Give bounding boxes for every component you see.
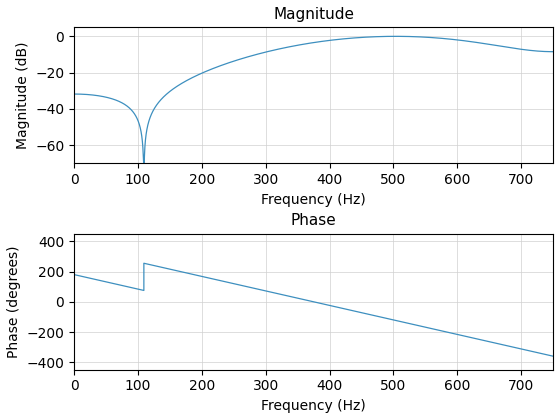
Y-axis label: Magnitude (dB): Magnitude (dB) [16,42,30,149]
X-axis label: Frequency (Hz): Frequency (Hz) [261,399,366,413]
X-axis label: Frequency (Hz): Frequency (Hz) [261,192,366,207]
Y-axis label: Phase (degrees): Phase (degrees) [7,246,21,358]
Title: Magnitude: Magnitude [273,7,354,22]
Title: Phase: Phase [291,213,337,228]
